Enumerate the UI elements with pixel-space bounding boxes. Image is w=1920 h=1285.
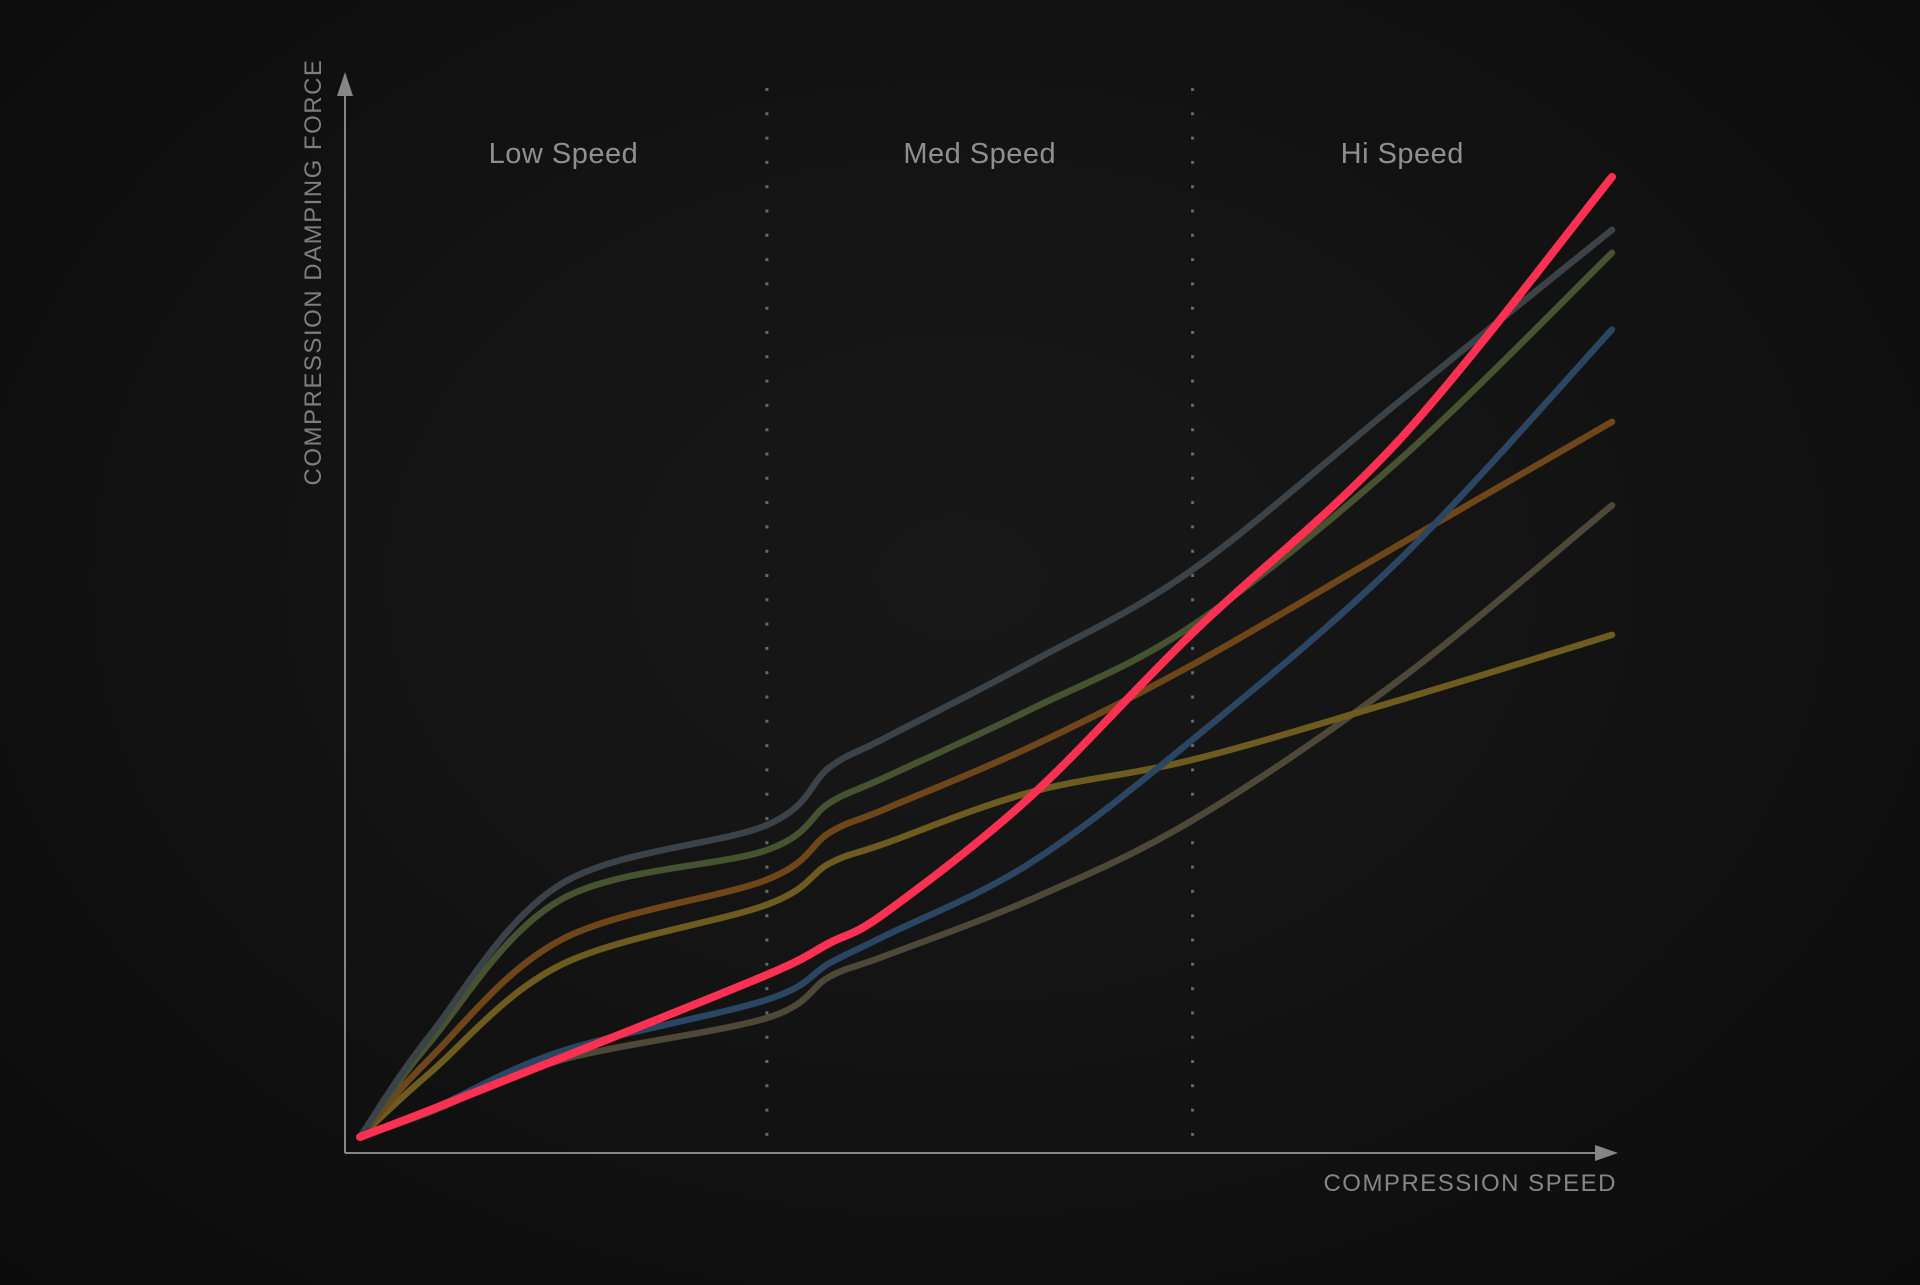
y-axis-label: COMPRESSION DAMPING FORCE [300, 58, 327, 486]
curve-steel-blue-curve [356, 326, 1616, 1141]
curve-taupe-curve [356, 502, 1616, 1141]
curves-group [356, 173, 1616, 1141]
zone-separators [765, 88, 1195, 1150]
x-axis-arrowhead-icon [1595, 1145, 1618, 1161]
zone-label-med-speed: Med Speed [903, 138, 1057, 170]
curve-khaki-curve [356, 631, 1616, 1141]
y-axis-arrowhead-icon [337, 72, 353, 96]
curve-brown-curve [356, 418, 1616, 1141]
curve-slate-gray-curve [356, 226, 1616, 1141]
x-axis-label: COMPRESSION SPEED [1323, 1170, 1617, 1197]
curve-red-highlight-curve [356, 173, 1616, 1141]
curve-olive-green-curve [356, 249, 1616, 1141]
zone-label-low-speed: Low Speed [488, 138, 639, 170]
zone-label-hi-speed: Hi Speed [1340, 138, 1464, 170]
